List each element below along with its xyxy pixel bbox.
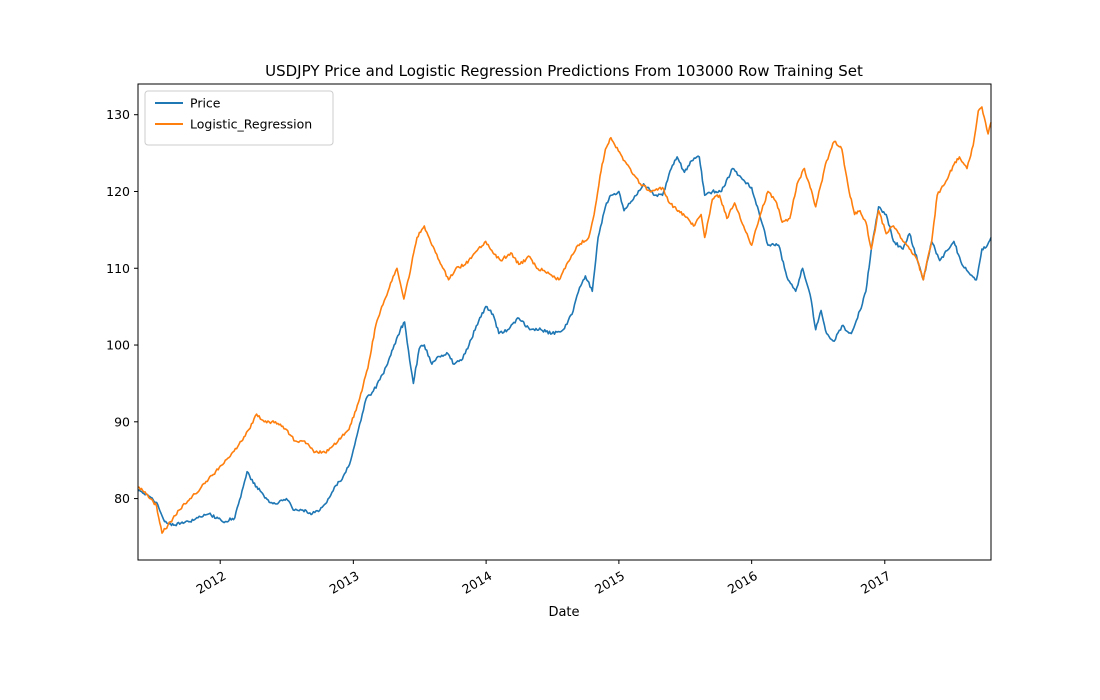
x-axis-label: Date [548, 605, 579, 620]
chart-title: USDJPY Price and Logistic Regression Pre… [265, 62, 863, 80]
legend: Price Logistic_Regression [144, 90, 334, 146]
y-axis: 80 90 100 110 120 130 [106, 107, 138, 506]
series-layer [137, 106, 992, 534]
y-tick-label: 110 [106, 261, 130, 276]
plot-area [137, 83, 992, 561]
y-tick-label: 90 [114, 414, 130, 429]
series-line-logistic-regression [137, 106, 992, 534]
series-line-price [137, 155, 992, 527]
legend-label: Price [190, 96, 221, 111]
legend-box [144, 90, 334, 146]
y-tick-label: 80 [114, 491, 130, 506]
legend-label: Logistic_Regression [190, 117, 312, 132]
y-tick-label: 100 [106, 338, 130, 353]
y-tick-label: 120 [106, 184, 130, 199]
plot-frame [137, 83, 992, 561]
y-tick-label: 130 [106, 107, 130, 122]
